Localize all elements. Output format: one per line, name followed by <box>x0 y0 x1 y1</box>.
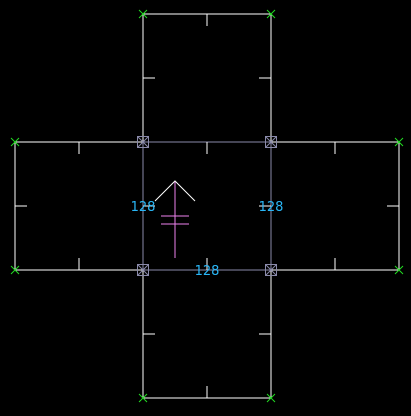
inner-vertices <box>137 136 277 276</box>
green-x-marker-icon[interactable] <box>10 137 20 147</box>
edge-normal-ticks <box>15 14 399 398</box>
dimension-label-left: 128 <box>131 200 156 215</box>
green-x-marker-icon[interactable] <box>266 393 276 403</box>
boxed-x-marker-icon[interactable] <box>137 136 149 148</box>
dimension-label-bottom: 128 <box>195 264 220 279</box>
up-arrow-icon[interactable] <box>154 180 196 258</box>
green-x-marker-icon[interactable] <box>10 265 20 275</box>
boxed-x-marker-icon[interactable] <box>265 136 277 148</box>
green-x-marker-icon[interactable] <box>394 265 404 275</box>
green-x-marker-icon[interactable] <box>138 393 148 403</box>
boxed-x-marker-icon[interactable] <box>265 264 277 276</box>
dimension-label-right: 128 <box>259 200 284 215</box>
outer-vertices <box>10 9 404 403</box>
boxed-x-marker-icon[interactable] <box>137 264 149 276</box>
green-x-marker-icon[interactable] <box>138 9 148 19</box>
green-x-marker-icon[interactable] <box>266 9 276 19</box>
green-x-marker-icon[interactable] <box>394 137 404 147</box>
